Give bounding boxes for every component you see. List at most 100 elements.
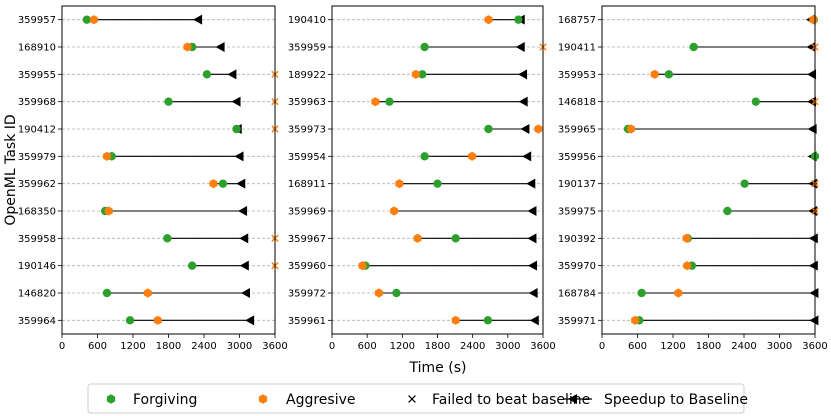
y-tick-label-359967: 359967 [288,234,326,245]
y-tick-label-359969: 359969 [288,207,326,218]
y-tick-label-190411: 190411 [558,43,596,54]
baseline-marker-359960 [528,260,538,271]
panel-2: 190410 359959 189922 359963 359973 359954 1689… [288,5,556,352]
forgiving-point-359962 [218,179,228,188]
aggresive-point-168911 [395,179,404,189]
forgiving-point-359961 [483,316,493,325]
y-tick-label-359964: 359964 [18,316,56,327]
aggresive-point-190410 [484,15,493,25]
forgiving-point-359953 [664,70,674,79]
aggresive-point-359954 [468,151,477,161]
y-tick-label-359959: 359959 [288,43,326,54]
y-tick-label-168784: 168784 [558,289,596,300]
baseline-marker-359959 [515,42,525,52]
baseline-marker-359979 [234,151,244,162]
x-tick-label-0: 0 [59,341,65,352]
y-tick-label-359957: 359957 [18,15,56,26]
legend-item-speedup: Speedup to Baseline [564,392,748,408]
legend-box [87,383,745,414]
panel-frame [601,5,816,335]
legend-failed-marker-b [408,395,416,403]
y-tick-label-189922: 189922 [288,70,326,81]
forgiving-point-168784 [637,288,646,298]
y-tick-label-359970: 359970 [558,261,596,272]
legend-item-aggresive: Aggresive [258,392,356,408]
baseline-marker-359965 [807,124,817,134]
baseline-marker-359961 [529,315,539,326]
legend-label-speedup: Speedup to Baseline [604,392,748,408]
baseline-marker-168784 [809,288,819,298]
legend-label-failed: Failed to beat baseline [432,392,590,408]
forgiving-point-146820 [102,288,112,298]
y-tick-label-190410: 190410 [288,15,326,26]
baseline-marker-359957 [193,14,203,25]
y-tick-label-146820: 146820 [18,289,56,300]
y-tick-label-168757: 168757 [558,15,596,26]
y-tick-label-359972: 359972 [288,289,326,300]
y-tick-label-359963: 359963 [288,97,326,108]
baseline-marker-359964 [245,315,255,326]
legend-aggresive-marker [258,394,268,404]
y-tick-label-359958: 359958 [18,234,56,245]
aggresive-point-359963 [371,97,380,107]
x-tick-label-3600: 3600 [530,341,555,352]
aggresive-point-168350 [104,206,113,216]
aggresive-point-359979 [102,151,111,161]
y-tick-label-359968: 359968 [18,97,56,108]
baseline-marker-359958 [239,233,249,244]
x-tick-label-2400: 2400 [731,341,756,352]
forgiving-point-359958 [163,234,172,243]
y-tick-label-190392: 190392 [558,234,596,245]
baseline-marker-359973 [520,124,530,134]
forgiving-point-190411 [689,42,698,52]
forgiving-point-359975 [723,206,732,216]
aggresive-point-359971 [631,315,640,325]
x-tick-label-600: 600 [358,341,377,352]
panel-3: 168757 190411 359953 146818 359965 359956 1901… [558,5,828,352]
baseline-marker-190392 [808,233,818,244]
baseline-marker-146820 [241,288,251,298]
x-tick-label-0: 0 [329,341,335,352]
baseline-marker-359963 [518,96,528,107]
x-tick-label-1800: 1800 [156,341,181,352]
aggresive-point-359970 [683,261,692,271]
x-tick-label-1200: 1200 [390,341,415,352]
y-tick-label-359955: 359955 [18,70,56,81]
baseline-marker-359962 [236,178,246,189]
aggresive-point-359962 [209,179,218,189]
baseline-marker-146818 [807,96,817,107]
y-tick-label-359979: 359979 [18,152,56,163]
panel-1: 359957 168910 359955 359968 190412 359979 3599… [18,5,288,352]
panel-frame [331,5,544,335]
forgiving-point-359972 [392,288,401,298]
y-tick-label-168910: 168910 [18,43,56,54]
y-tick-label-359973: 359973 [288,125,326,136]
aggresive-point-146820 [143,288,152,298]
baseline-marker-359967 [527,233,537,244]
x-tick-label-3000: 3000 [495,341,520,352]
legend: Forgiving Aggresive Failed to beat baselin… [87,383,748,414]
x-tick-label-600: 600 [88,341,107,352]
legend-label-forgiving: Forgiving [133,392,197,408]
y-tick-label-359960: 359960 [288,261,326,272]
baseline-marker-359954 [522,151,532,162]
x-tick-label-2400: 2400 [460,341,485,352]
forgiving-point-359957 [82,15,92,24]
baseline-marker-190146 [239,260,249,271]
y-tick-label-168911: 168911 [288,179,326,190]
forgiving-point-359963 [385,97,394,106]
aggresive-point-359960 [358,261,367,271]
forgiving-point-359968 [164,97,173,106]
y-tick-label-190137: 190137 [558,179,596,190]
legend-item-failed: Failed to beat baseline [408,392,590,408]
forgiving-point-146818 [751,97,761,106]
forgiving-point-359967 [451,234,460,243]
y-tick-label-359961: 359961 [288,316,326,327]
forgiving-point-189922 [418,70,427,79]
aggresive-point-359972 [374,288,383,298]
baseline-marker-359970 [808,260,818,271]
legend-label-aggresive: Aggresive [286,392,356,408]
y-tick-label-359975: 359975 [558,207,596,218]
